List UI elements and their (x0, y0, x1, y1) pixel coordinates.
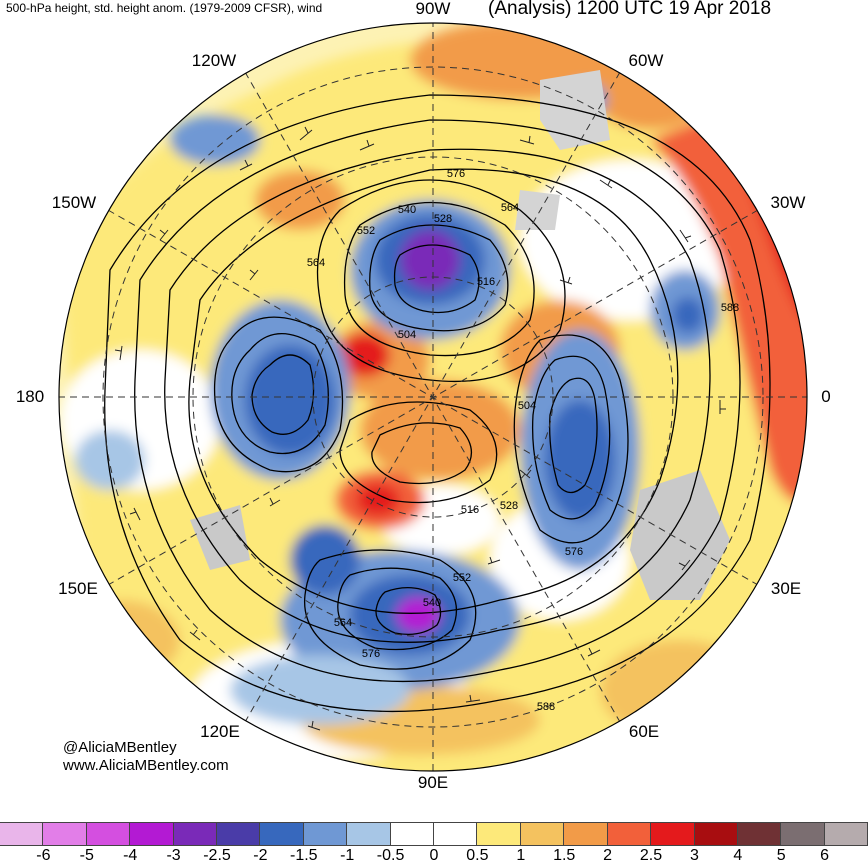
contour-label: 528 (434, 213, 452, 225)
colorbar-swatch (129, 822, 174, 846)
contour-label: 576 (565, 546, 583, 558)
colorbar-tick-label: 2.5 (639, 847, 663, 864)
longitude-label: 60W (628, 51, 664, 70)
contour-label: 576 (362, 648, 380, 660)
contour-label: 504 (398, 329, 416, 341)
colorbar-swatch (172, 822, 218, 846)
colorbar (0, 822, 868, 846)
colorbar-swatch (433, 822, 478, 846)
colorbar-swatch (85, 822, 131, 846)
colorbar-tick-label: -1.5 (290, 847, 318, 864)
colorbar-tick-label: -4 (123, 847, 138, 864)
colorbar-labels: -6 -5 -4 -3 -2.5 -2 -1.5 -1 -0.5 0 0.5 1 1.5 2 2.5 3 4 5 6 (0, 847, 868, 865)
contour-label: 528 (500, 500, 518, 512)
colorbar-tick-label: -6 (36, 847, 51, 864)
colorbar-tick-label: 1 (516, 847, 526, 864)
longitude-label: 120E (200, 722, 240, 741)
contour-label: 564 (501, 202, 519, 214)
contour-label: 540 (423, 597, 441, 609)
colorbar-swatch (736, 822, 782, 846)
height-contours (104, 94, 771, 713)
colorbar-tick-label: 5 (776, 847, 786, 864)
colorbar-tick-label: 1.5 (553, 847, 576, 864)
colorbar-swatch (216, 822, 261, 846)
colorbar-swatch (0, 822, 44, 846)
contour-label: 576 (447, 168, 465, 180)
colorbar-tick-label: -0.5 (376, 847, 405, 864)
credit-handle: @AliciaMBentley (63, 739, 177, 756)
colorbar-swatch (346, 822, 391, 846)
contour-label: 504 (518, 400, 536, 412)
colorbar-swatch (563, 822, 608, 846)
colorbar-swatch (476, 822, 521, 846)
contour-label: 516 (461, 504, 479, 516)
longitude-label: 90W (415, 0, 451, 18)
longitude-label: 150W (51, 193, 97, 212)
colorbar-swatch (823, 822, 868, 846)
contour-label: 588 (721, 302, 739, 314)
longitude-label: 180 (15, 387, 45, 406)
colorbar-tick-label: 4 (733, 847, 743, 864)
colorbar-tick-label: -2.5 (203, 847, 231, 864)
colorbar-swatch (389, 822, 435, 846)
contour-label: 552 (357, 225, 375, 237)
contour-label: 564 (307, 257, 325, 269)
contour-label: 564 (334, 617, 352, 629)
longitude-label: 90E (417, 773, 449, 792)
colorbar-tick-label: -3 (166, 847, 181, 864)
colorbar-tick-label: -2 (253, 847, 268, 864)
colorbar-tick-label: 3 (689, 847, 699, 864)
colorbar-swatch (780, 822, 825, 846)
colorbar-swatch (259, 822, 304, 846)
colorbar-tick-label: 0 (429, 847, 439, 864)
contour-label: 540 (398, 204, 416, 216)
longitude-label: 30E (770, 579, 802, 598)
map-boundary (58, 22, 808, 772)
contour-label: 516 (477, 276, 495, 288)
longitude-label: 150E (58, 579, 98, 598)
longitude-label: 120W (191, 51, 237, 70)
wind-barbs (114, 126, 726, 731)
colorbar-swatch (693, 822, 738, 846)
credit-website: www.AliciaMBentley.com (63, 757, 229, 774)
colorbar-swatch (519, 822, 565, 846)
map-title-right: (Analysis) 1200 UTC 19 Apr 2018 (488, 0, 772, 19)
colorbar-tick-label: -1 (340, 847, 355, 864)
contour-labels: 576 540 528 564 552 564 516 504 588 504 516 528 576 5… (307, 168, 739, 713)
longitude-label: 0 (821, 387, 831, 406)
colorbar-swatch (42, 822, 87, 846)
colorbar-swatch (606, 822, 652, 846)
longitude-label: 30W (770, 193, 806, 212)
graticule (59, 23, 807, 771)
contour-label: 552 (453, 572, 471, 584)
colorbar-tick-label: 2 (603, 847, 613, 864)
colorbar-tick-label: -5 (79, 847, 94, 864)
colorbar-swatch (650, 822, 695, 846)
colorbar-swatch (302, 822, 348, 846)
contour-label: 588 (537, 701, 555, 713)
colorbar-tick-label: 6 (820, 847, 830, 864)
longitude-label: 60E (628, 722, 660, 741)
map-title-left: 500-hPa height, std. height anom. (1979-… (6, 1, 323, 15)
colorbar-tick-label: 0.5 (466, 847, 489, 864)
